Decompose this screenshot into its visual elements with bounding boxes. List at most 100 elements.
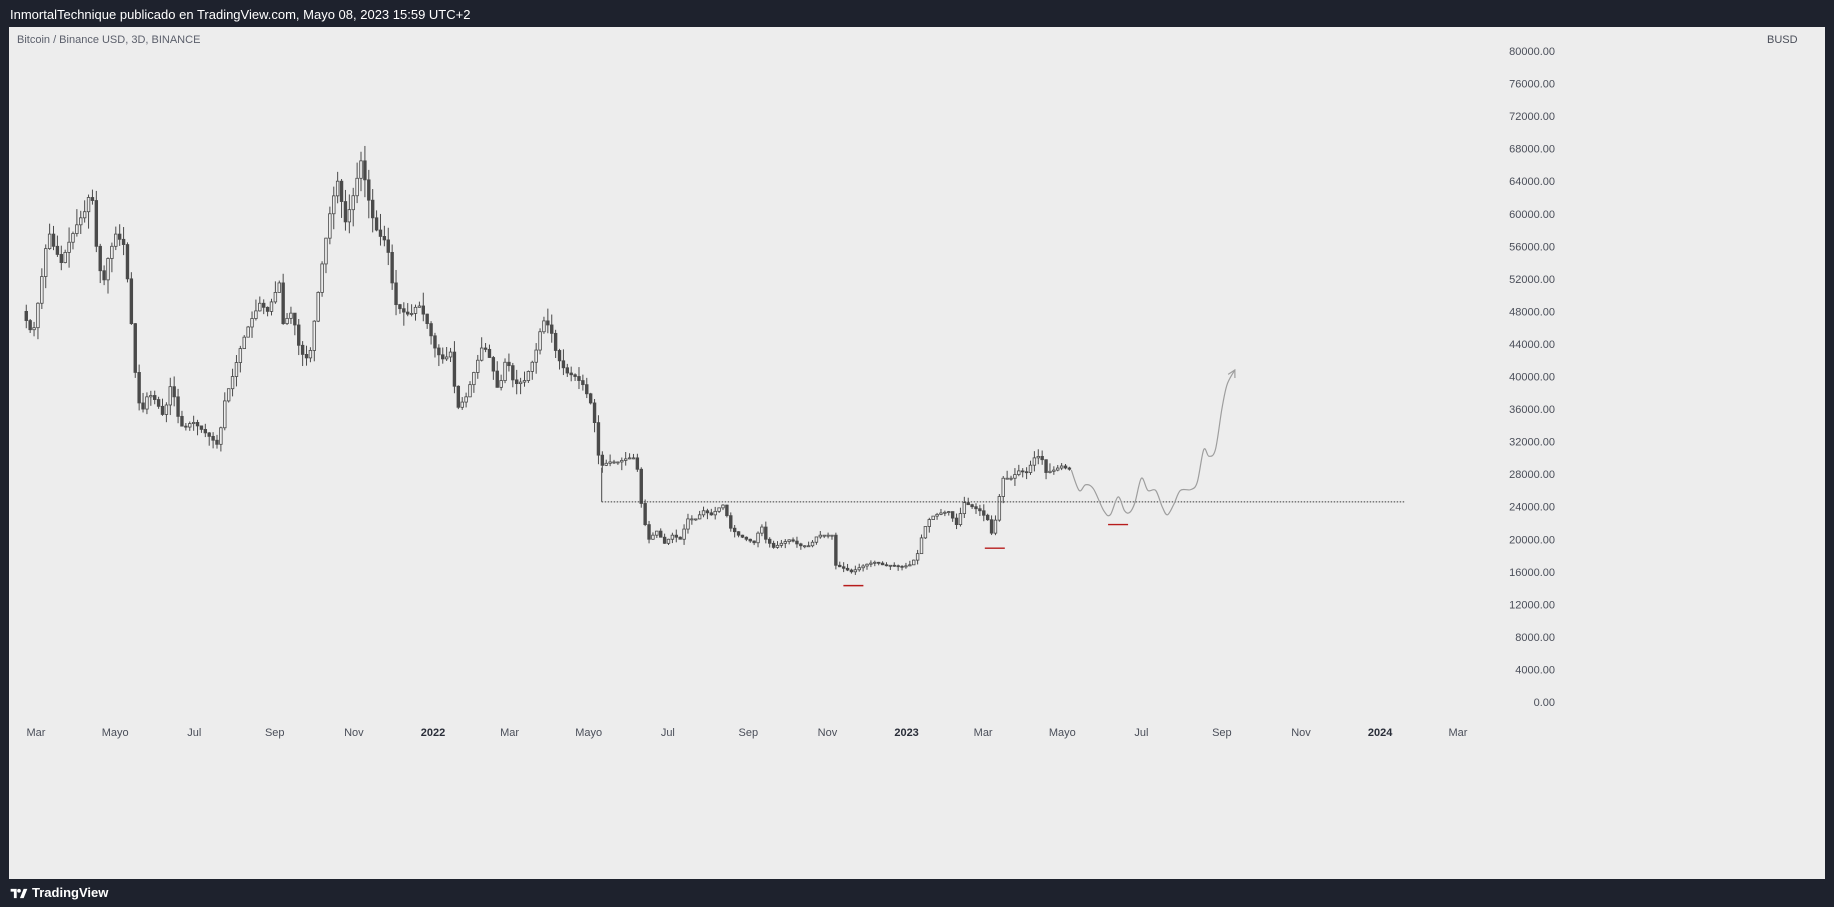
- candle-up: [655, 530, 659, 536]
- x-tick-label: Mayo: [102, 727, 129, 739]
- x-tick-label: Jul: [187, 727, 201, 739]
- candle-down: [281, 282, 285, 325]
- candle-down: [748, 538, 752, 542]
- y-tick-label: 72000.00: [1509, 111, 1555, 123]
- tradingview-brand[interactable]: TradingView: [32, 885, 109, 900]
- candle-down: [561, 360, 566, 369]
- y-tick-label: 4000.00: [1515, 664, 1555, 676]
- candle-down: [195, 422, 200, 427]
- candle-up: [328, 213, 332, 239]
- candle-up: [534, 349, 538, 363]
- y-tick-label: 20000.00: [1509, 534, 1555, 546]
- candle-up: [145, 396, 149, 410]
- candle-up: [448, 351, 453, 358]
- y-tick-label: 76000.00: [1509, 79, 1555, 91]
- candle-down: [592, 402, 597, 424]
- candle-down: [744, 536, 749, 540]
- candle-down: [452, 351, 457, 387]
- candle-down: [978, 508, 982, 512]
- candle-down: [441, 354, 445, 360]
- candle-down: [402, 308, 406, 313]
- candle-up: [993, 519, 998, 534]
- candle-up: [826, 534, 830, 537]
- candle-up: [1032, 457, 1037, 466]
- candle-up: [927, 519, 931, 527]
- candle-down: [970, 504, 974, 508]
- x-tick-label: 2024: [1368, 727, 1393, 739]
- candle-up: [503, 361, 507, 381]
- candle-down: [386, 239, 390, 253]
- candle-up: [188, 423, 192, 428]
- candle-down: [565, 367, 570, 374]
- candle-down: [378, 229, 383, 237]
- candle-up: [47, 233, 52, 250]
- candle-down: [600, 454, 605, 466]
- candle-down: [985, 514, 990, 521]
- candle-down: [725, 504, 729, 517]
- x-tick-label: Mar: [1449, 727, 1468, 739]
- candle-up: [923, 526, 928, 539]
- y-tick-label: 80000.00: [1509, 46, 1555, 58]
- candle-down: [90, 197, 95, 201]
- candle-down: [635, 457, 640, 470]
- candle-up: [538, 331, 542, 351]
- candle-up: [997, 496, 1002, 521]
- candle-down: [1040, 456, 1044, 461]
- y-tick-label: 52000.00: [1509, 274, 1555, 286]
- candle-up: [1048, 470, 1052, 473]
- candle-down: [59, 254, 64, 263]
- candle-down: [304, 354, 309, 359]
- candle-up: [865, 563, 869, 567]
- candle-up: [1036, 456, 1040, 459]
- candle-up: [912, 559, 916, 566]
- candle-up: [476, 359, 480, 373]
- candle-up: [258, 302, 262, 312]
- candle-down: [550, 324, 554, 334]
- candle-down: [732, 527, 737, 533]
- candle-down: [546, 320, 550, 326]
- candle-up: [760, 526, 764, 534]
- x-tick-label: Nov: [1291, 727, 1311, 739]
- candle-up: [1013, 474, 1017, 479]
- candle-up: [277, 282, 281, 293]
- candle-up: [518, 381, 523, 385]
- x-tick-label: Mayo: [575, 727, 602, 739]
- candle-down: [736, 531, 741, 536]
- candle-down: [55, 245, 60, 255]
- chart-svg[interactable]: 80000.00 76000.00 72000.00 68000.00 64000.00…: [9, 27, 1825, 879]
- candle-up: [931, 515, 935, 520]
- candle-up: [219, 427, 223, 445]
- tradingview-logo-icon[interactable]: [10, 887, 28, 900]
- candle-up: [464, 396, 468, 403]
- candle-up: [939, 512, 943, 515]
- candle-up: [612, 461, 616, 464]
- candle-down: [577, 376, 581, 381]
- candle-down: [569, 372, 573, 376]
- candle-up: [962, 502, 967, 515]
- candle-down: [367, 179, 371, 201]
- chart-area[interactable]: 80000.00 76000.00 72000.00 68000.00 64000.00…: [9, 27, 1825, 879]
- y-tick-label: 16000.00: [1509, 567, 1555, 579]
- candle-down: [374, 217, 379, 231]
- x-tick-label: Sep: [1212, 727, 1232, 739]
- candle-down: [24, 310, 28, 321]
- candle-up: [873, 561, 877, 564]
- candle-up: [853, 569, 858, 573]
- candle-down: [483, 347, 488, 350]
- candle-down: [102, 270, 106, 281]
- candle-up: [810, 541, 815, 547]
- candle-down: [795, 540, 799, 545]
- candle-up: [273, 292, 278, 303]
- candle-up: [324, 237, 328, 265]
- candle-up: [316, 292, 320, 322]
- candle-down: [394, 282, 398, 306]
- candle-up: [690, 518, 694, 521]
- candle-up: [908, 564, 912, 567]
- candle-down: [262, 302, 266, 308]
- candle-up: [36, 302, 40, 329]
- x-tick-label: Jul: [1134, 727, 1148, 739]
- x-tick-label: Mar: [27, 727, 46, 739]
- candle-up: [818, 534, 823, 538]
- candle-down: [573, 374, 577, 377]
- candle-down: [421, 305, 425, 315]
